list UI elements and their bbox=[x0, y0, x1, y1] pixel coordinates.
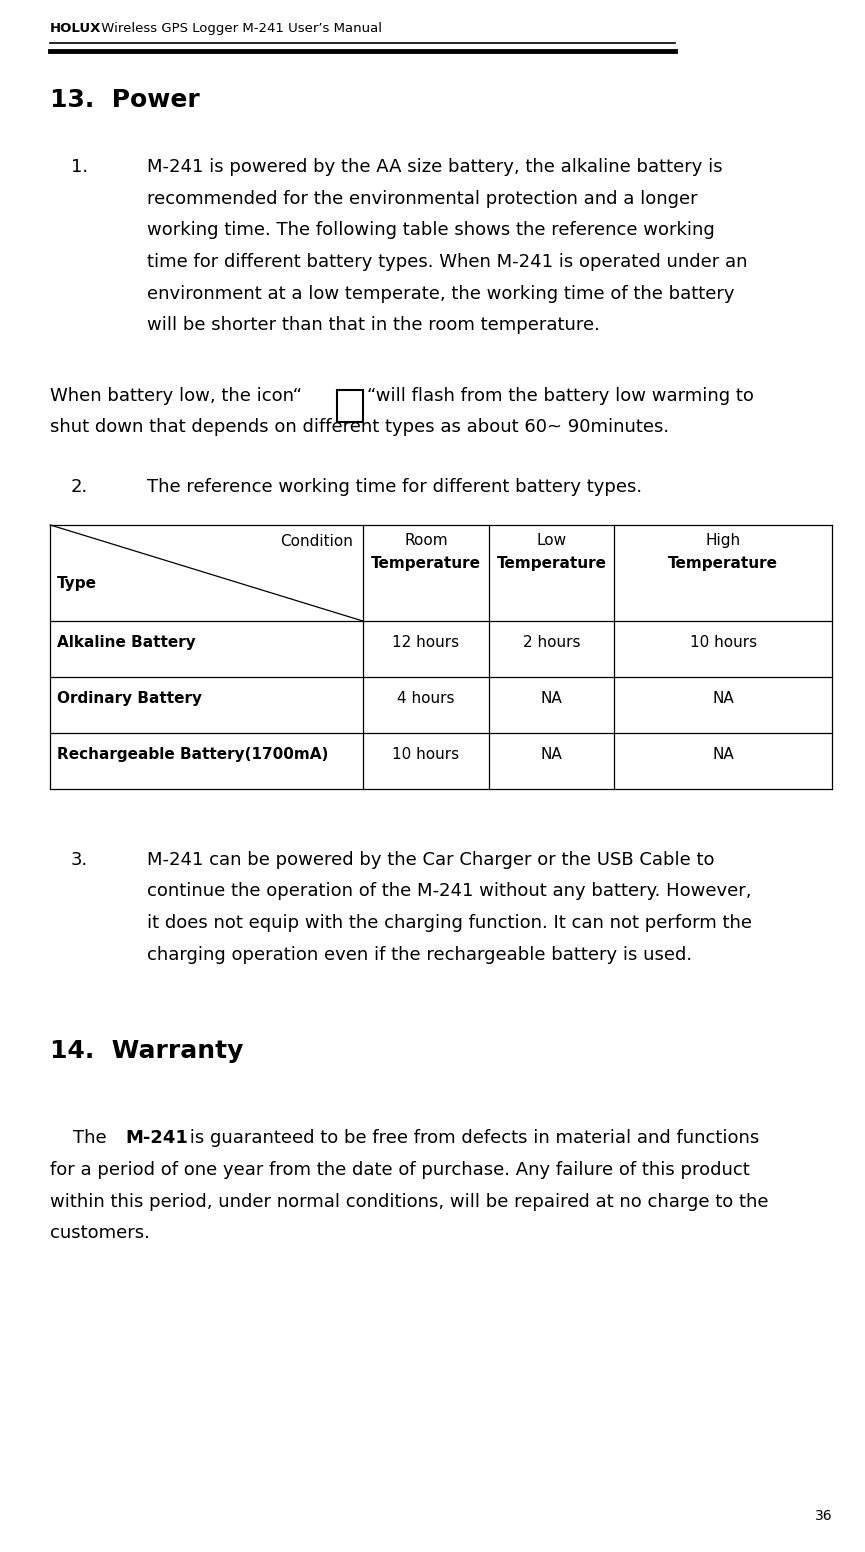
Text: will be shorter than that in the room temperature.: will be shorter than that in the room te… bbox=[147, 317, 600, 334]
Text: customers.: customers. bbox=[50, 1225, 150, 1242]
Text: 13.  Power: 13. Power bbox=[50, 88, 200, 112]
Text: HOLUX: HOLUX bbox=[50, 22, 101, 34]
Text: 2 hours: 2 hours bbox=[522, 635, 580, 650]
Text: Low: Low bbox=[536, 532, 567, 548]
Text: environment at a low temperate, the working time of the battery: environment at a low temperate, the work… bbox=[147, 284, 734, 303]
Text: 10 hours: 10 hours bbox=[689, 635, 757, 650]
Text: 36: 36 bbox=[815, 1509, 832, 1523]
Text: High: High bbox=[706, 532, 740, 548]
Text: continue the operation of the M-241 without any battery. However,: continue the operation of the M-241 with… bbox=[147, 883, 752, 900]
Text: Room: Room bbox=[404, 532, 448, 548]
Text: The: The bbox=[50, 1130, 112, 1147]
Text: Alkaline Battery: Alkaline Battery bbox=[57, 635, 195, 650]
Text: 4 hours: 4 hours bbox=[397, 691, 455, 706]
Text: When battery low, the icon“: When battery low, the icon“ bbox=[50, 386, 302, 405]
Text: charging operation even if the rechargeable battery is used.: charging operation even if the rechargea… bbox=[147, 945, 692, 964]
Text: Temperature: Temperature bbox=[668, 556, 778, 571]
Text: Rechargeable Battery(1700mA): Rechargeable Battery(1700mA) bbox=[57, 747, 329, 762]
Text: Type: Type bbox=[57, 576, 97, 591]
Text: 12 hours: 12 hours bbox=[393, 635, 459, 650]
Text: NA: NA bbox=[712, 691, 734, 706]
Text: “will flash from the battery low warming to: “will flash from the battery low warming… bbox=[367, 386, 754, 405]
Text: NA: NA bbox=[712, 747, 734, 762]
Text: recommended for the environmental protection and a longer: recommended for the environmental protec… bbox=[147, 189, 698, 208]
Text: 3.: 3. bbox=[71, 850, 88, 869]
Text: NA: NA bbox=[541, 747, 562, 762]
Text: Condition: Condition bbox=[280, 534, 353, 549]
Text: Wireless GPS Logger M-241 User’s Manual: Wireless GPS Logger M-241 User’s Manual bbox=[97, 22, 381, 34]
Text: The reference working time for different battery types.: The reference working time for different… bbox=[147, 478, 642, 495]
Bar bbox=[336, 390, 362, 422]
Text: within this period, under normal conditions, will be repaired at no charge to th: within this period, under normal conditi… bbox=[50, 1192, 769, 1211]
Text: NA: NA bbox=[541, 691, 562, 706]
Text: Temperature: Temperature bbox=[497, 556, 606, 571]
Text: M-241: M-241 bbox=[125, 1130, 189, 1147]
Text: M-241 is powered by the AA size battery, the alkaline battery is: M-241 is powered by the AA size battery,… bbox=[147, 158, 722, 177]
Text: time for different battery types. When M-241 is operated under an: time for different battery types. When M… bbox=[147, 253, 747, 272]
Text: shut down that depends on different types as about 60~ 90minutes.: shut down that depends on different type… bbox=[50, 419, 670, 436]
Text: M-241 can be powered by the Car Charger or the USB Cable to: M-241 can be powered by the Car Charger … bbox=[147, 850, 714, 869]
Text: is guaranteed to be free from defects in material and functions: is guaranteed to be free from defects in… bbox=[184, 1130, 759, 1147]
Text: for a period of one year from the date of purchase. Any failure of this product: for a period of one year from the date o… bbox=[50, 1161, 750, 1180]
Text: 14.  Warranty: 14. Warranty bbox=[50, 1040, 244, 1063]
Text: it does not equip with the charging function. It can not perform the: it does not equip with the charging func… bbox=[147, 914, 752, 933]
Text: Temperature: Temperature bbox=[371, 556, 481, 571]
Text: 2.: 2. bbox=[71, 478, 88, 495]
Text: working time. The following table shows the reference working: working time. The following table shows … bbox=[147, 222, 714, 239]
Text: 10 hours: 10 hours bbox=[393, 747, 459, 762]
Text: 1.: 1. bbox=[71, 158, 88, 177]
Text: Ordinary Battery: Ordinary Battery bbox=[57, 691, 202, 706]
